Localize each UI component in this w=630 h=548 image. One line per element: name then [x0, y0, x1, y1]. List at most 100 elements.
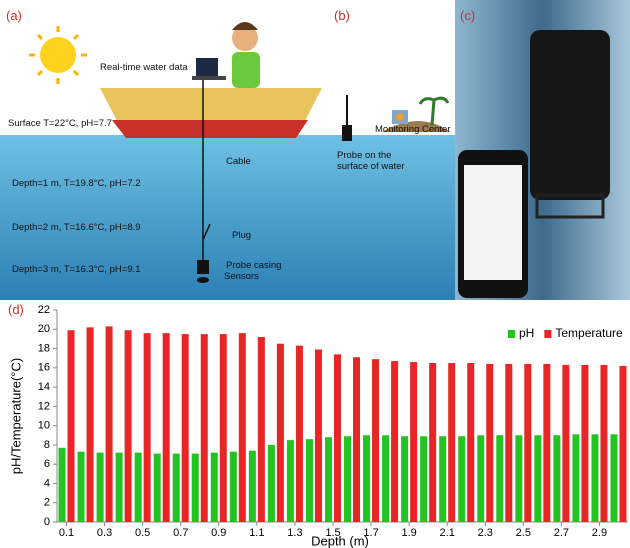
bar [372, 359, 380, 522]
y-tick-label: 2 [44, 497, 50, 509]
bar [562, 364, 570, 522]
x-axis-label: Depth (m) [311, 533, 369, 548]
probe-cage [535, 193, 605, 219]
laptop [192, 58, 226, 80]
legend-label: Temperature [555, 326, 623, 340]
bar [305, 439, 313, 522]
y-tick-label: 4 [44, 477, 50, 489]
x-tick-label: 1.7 [363, 527, 378, 539]
bar [448, 363, 456, 522]
y-tick-label: 12 [38, 400, 50, 412]
bar [286, 440, 294, 522]
bar [467, 363, 475, 522]
bar [162, 333, 170, 522]
y-tick-label: 0 [44, 516, 50, 528]
bar [124, 330, 132, 522]
label: Depth=3 m, T=16.3°C, pH=9.1 [12, 264, 141, 275]
phone-screen [464, 165, 522, 280]
bar [229, 451, 237, 522]
bar [181, 334, 189, 522]
bar [96, 452, 104, 522]
x-tick-label: 0.7 [173, 527, 188, 539]
y-tick-label: 18 [38, 342, 50, 354]
x-tick-label: 2.5 [516, 527, 531, 539]
bar [200, 334, 208, 522]
plug [202, 223, 211, 241]
y-tick-label: 20 [38, 323, 50, 335]
bar [248, 450, 256, 522]
bar [391, 361, 399, 522]
probe-photo [530, 30, 610, 200]
bar [591, 434, 599, 522]
x-tick-label: 1.9 [401, 527, 416, 539]
bar [572, 434, 580, 522]
label: Monitoring Center [375, 124, 451, 135]
bar [524, 363, 532, 522]
y-tick-label: 6 [44, 458, 50, 470]
bar [77, 451, 85, 522]
bar [439, 436, 447, 522]
bar [401, 436, 409, 522]
panel-label: (a) [6, 8, 22, 23]
bar [600, 364, 608, 522]
bar [382, 435, 390, 522]
panel-label: (c) [460, 8, 476, 23]
label: Plug [232, 230, 252, 241]
bar [429, 363, 437, 522]
legend-marker [544, 330, 552, 338]
bar [210, 452, 218, 522]
bar [486, 363, 494, 522]
bar [67, 330, 75, 522]
monitoring-center [382, 96, 450, 132]
label: Depth=2 m, T=16.6°C, pH=8.9 [12, 222, 141, 233]
bar [353, 357, 361, 522]
x-tick-label: 2.7 [554, 527, 569, 539]
y-tick-label: 10 [38, 420, 50, 432]
x-tick-label: 1.5 [325, 527, 340, 539]
y-tick-label: 8 [44, 439, 50, 451]
x-tick-label: 2.1 [440, 527, 455, 539]
sun [29, 26, 87, 84]
x-tick-label: 0.3 [97, 527, 112, 539]
bar [219, 334, 227, 522]
y-tick-label: 22 [38, 304, 50, 316]
bar [496, 435, 504, 522]
bar [477, 435, 485, 522]
legend-marker [508, 330, 515, 338]
panel-label: (d) [8, 302, 24, 317]
bar [410, 362, 418, 522]
bar [267, 444, 275, 522]
bar [134, 452, 142, 522]
x-tick-label: 1.1 [249, 527, 264, 539]
bar [534, 435, 542, 522]
bar [581, 364, 589, 522]
bar [344, 436, 352, 522]
bar [105, 326, 113, 522]
illustration [0, 0, 630, 300]
bar [610, 434, 618, 522]
panel-label: (b) [334, 8, 350, 23]
label: Probe casing [226, 260, 282, 271]
bar [86, 327, 94, 522]
bar [314, 349, 322, 522]
x-tick-label: 0.9 [211, 527, 226, 539]
sensors [197, 277, 209, 283]
chart: pH/Temperature(°C) Depth (m) 0 2 4 6 8 10 12 14… [8, 304, 628, 548]
bar [191, 453, 199, 522]
bar [143, 333, 151, 522]
bar [295, 345, 303, 522]
label: Sensors [224, 271, 259, 282]
person [232, 22, 260, 88]
bar [172, 453, 180, 522]
bar [324, 437, 332, 522]
water [330, 135, 455, 300]
bar [153, 453, 161, 522]
x-tick-label: 0.1 [59, 527, 74, 539]
bar [115, 452, 123, 522]
label: Probe on the surface of water [337, 150, 405, 172]
bar [543, 363, 551, 522]
bar [363, 435, 371, 522]
x-tick-label: 0.5 [135, 527, 150, 539]
bar [458, 436, 466, 522]
